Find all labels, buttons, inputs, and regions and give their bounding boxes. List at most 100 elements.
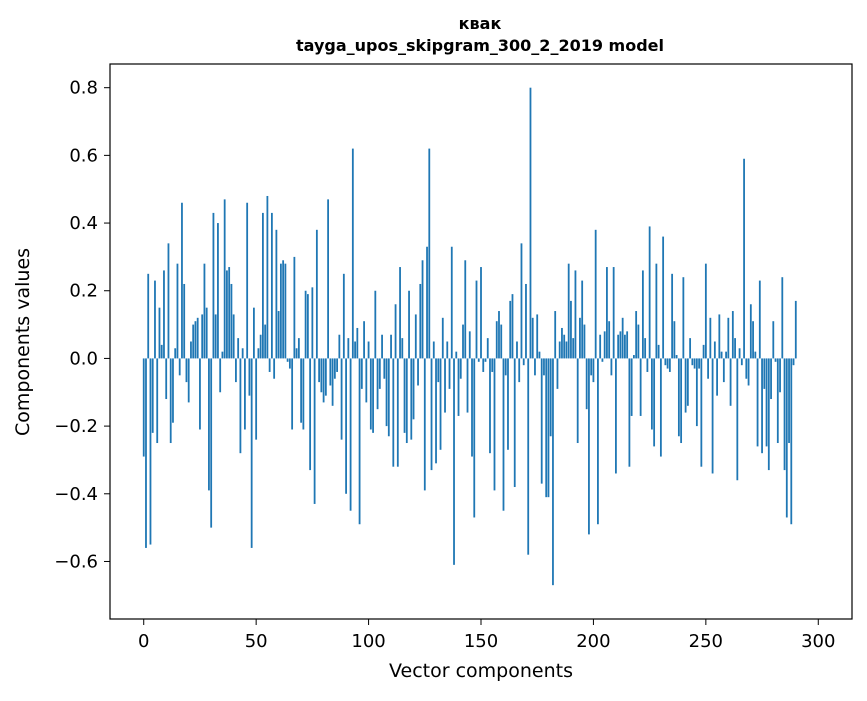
bar-component-38 bbox=[228, 267, 231, 359]
bar-component-96 bbox=[358, 358, 361, 525]
bar-component-88 bbox=[340, 358, 343, 440]
bar-component-157 bbox=[495, 321, 498, 359]
bar-component-108 bbox=[385, 358, 388, 427]
bar-component-204 bbox=[601, 358, 604, 362]
bar-component-208 bbox=[610, 358, 613, 376]
bar-component-155 bbox=[491, 358, 494, 372]
bar-component-137 bbox=[450, 246, 453, 359]
x-tick-label: 50 bbox=[245, 631, 268, 652]
bar-component-129 bbox=[432, 341, 435, 359]
bar-component-77 bbox=[315, 229, 318, 359]
bar-component-183 bbox=[554, 311, 557, 359]
bar-component-169 bbox=[522, 358, 525, 366]
bar-component-230 bbox=[659, 358, 662, 457]
bar-component-156 bbox=[493, 358, 496, 491]
bar-component-290 bbox=[794, 300, 797, 359]
bar-component-217 bbox=[630, 358, 633, 416]
bar-component-250 bbox=[704, 263, 707, 359]
bar-component-53 bbox=[262, 212, 264, 359]
bar-component-66 bbox=[291, 358, 294, 430]
bar-component-10 bbox=[165, 358, 168, 400]
bar-component-60 bbox=[277, 311, 280, 359]
x-tick-label: 150 bbox=[464, 631, 498, 652]
bar-component-222 bbox=[641, 270, 644, 359]
bar-component-84 bbox=[331, 358, 334, 406]
bar-component-171 bbox=[527, 358, 530, 555]
y-tick-label: 0.0 bbox=[69, 348, 98, 369]
bar-component-142 bbox=[462, 324, 464, 359]
bar-component-4 bbox=[151, 358, 154, 433]
bar-component-213 bbox=[621, 317, 624, 359]
bar-component-97 bbox=[360, 358, 363, 389]
bar-component-151 bbox=[482, 358, 485, 372]
bar-component-280 bbox=[772, 321, 775, 359]
bar-component-22 bbox=[192, 324, 195, 359]
bar-component-247 bbox=[698, 358, 700, 369]
bar-component-3 bbox=[149, 358, 152, 545]
bar-component-124 bbox=[421, 260, 424, 359]
bar-component-132 bbox=[439, 358, 442, 450]
bar-component-184 bbox=[556, 358, 559, 389]
bar-component-201 bbox=[594, 229, 597, 359]
bar-component-221 bbox=[639, 358, 642, 416]
bar-component-50 bbox=[255, 358, 258, 440]
bar-component-20 bbox=[187, 358, 190, 403]
bar-component-179 bbox=[545, 358, 548, 498]
bar-component-90 bbox=[345, 358, 347, 494]
bar-component-177 bbox=[540, 358, 543, 484]
bar-component-282 bbox=[776, 358, 779, 444]
bar-component-107 bbox=[383, 358, 386, 379]
bar-component-182 bbox=[552, 358, 554, 586]
bar-component-114 bbox=[399, 267, 401, 359]
bar-component-191 bbox=[572, 338, 575, 359]
bar-component-123 bbox=[419, 283, 422, 359]
bar-component-8 bbox=[160, 344, 163, 359]
bar-component-207 bbox=[608, 321, 611, 359]
bar-component-252 bbox=[709, 317, 712, 359]
bar-component-111 bbox=[392, 358, 395, 467]
bar-component-56 bbox=[268, 358, 271, 372]
bar-component-58 bbox=[273, 358, 276, 379]
bar-component-46 bbox=[246, 202, 249, 359]
bar-component-285 bbox=[783, 358, 786, 471]
bar-component-28 bbox=[205, 307, 208, 359]
bar-component-9 bbox=[163, 270, 165, 359]
bar-component-37 bbox=[226, 270, 228, 359]
bars-group bbox=[142, 87, 797, 586]
bar-component-211 bbox=[617, 334, 620, 359]
bar-component-115 bbox=[401, 338, 404, 359]
bar-component-76 bbox=[313, 358, 316, 504]
bar-component-268 bbox=[745, 358, 748, 379]
bar-component-120 bbox=[412, 358, 415, 420]
bar-component-272 bbox=[754, 351, 757, 359]
bar-component-36 bbox=[223, 199, 226, 359]
bar-component-153 bbox=[486, 338, 489, 359]
bar-component-210 bbox=[615, 358, 617, 474]
bar-component-103 bbox=[374, 290, 377, 359]
bar-component-145 bbox=[468, 331, 471, 359]
bar-component-220 bbox=[637, 324, 640, 359]
bar-component-136 bbox=[448, 358, 451, 389]
bar-component-116 bbox=[403, 358, 406, 433]
y-axis-ticks: −0.6 −0.4 −0.2 0.0 0.2 0.4 0.6 0.8 bbox=[54, 78, 110, 572]
bar-component-134 bbox=[444, 358, 446, 413]
bar-component-243 bbox=[689, 338, 692, 359]
bar-component-289 bbox=[792, 358, 795, 366]
bar-component-174 bbox=[534, 358, 536, 376]
bar-component-99 bbox=[365, 358, 368, 403]
bar-component-147 bbox=[473, 358, 476, 518]
bar-component-158 bbox=[498, 311, 500, 359]
bar-component-273 bbox=[756, 358, 759, 447]
bar-component-215 bbox=[626, 331, 629, 359]
bar-component-196 bbox=[583, 324, 586, 359]
bar-component-74 bbox=[309, 358, 312, 471]
bar-component-216 bbox=[628, 358, 631, 467]
bar-component-83 bbox=[329, 358, 332, 386]
x-tick-label: 0 bbox=[138, 631, 149, 652]
bar-component-119 bbox=[410, 358, 413, 440]
bar-component-102 bbox=[372, 358, 374, 433]
bar-component-85 bbox=[333, 358, 336, 379]
y-tick-label: 0.8 bbox=[69, 78, 98, 99]
bar-component-194 bbox=[579, 317, 581, 359]
bar-component-6 bbox=[156, 358, 159, 444]
